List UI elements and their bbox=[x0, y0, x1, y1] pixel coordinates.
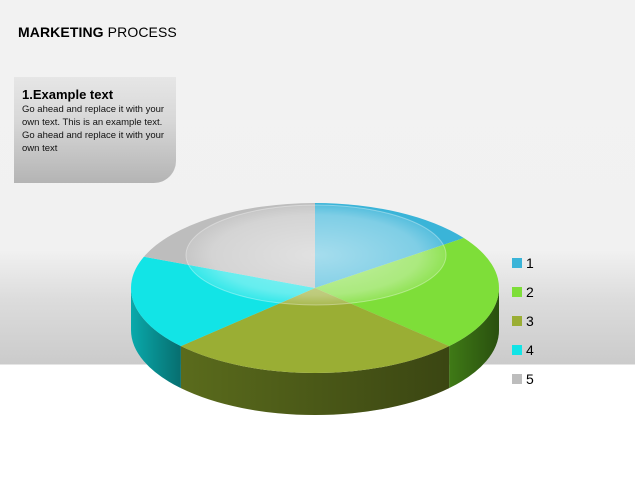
legend-swatch-2 bbox=[512, 287, 522, 297]
legend-swatch-1 bbox=[512, 258, 522, 268]
callout-box: 1.Example text Go ahead and replace it w… bbox=[14, 77, 176, 183]
pie-side-shade-4 bbox=[131, 288, 181, 389]
pie-slice-4 bbox=[131, 256, 315, 347]
pie-slice-2 bbox=[315, 238, 499, 347]
legend-label-4: 4 bbox=[526, 342, 534, 358]
pie-highlight bbox=[185, 204, 447, 306]
slide-title-bold: MARKETING bbox=[18, 24, 104, 40]
legend-swatch-5 bbox=[512, 374, 522, 384]
pie-slice-3 bbox=[180, 288, 450, 373]
legend-label-2: 2 bbox=[526, 284, 534, 300]
pie-side-shade-2 bbox=[449, 288, 499, 389]
legend-swatch-4 bbox=[512, 345, 522, 355]
legend-label-1: 1 bbox=[526, 255, 534, 271]
legend-label-5: 5 bbox=[526, 371, 534, 387]
callout-body-text: Go ahead and replace it with your own te… bbox=[22, 104, 165, 154]
pie-side-shade-3 bbox=[180, 346, 450, 415]
slide-title: MARKETING PROCESS bbox=[18, 24, 177, 40]
slide-title-rest: PROCESS bbox=[103, 24, 177, 40]
legend-swatch-3 bbox=[512, 316, 522, 326]
callout-heading: 1.Example text bbox=[22, 87, 114, 102]
legend-label-3: 3 bbox=[526, 313, 534, 329]
pie-sides bbox=[131, 288, 499, 415]
